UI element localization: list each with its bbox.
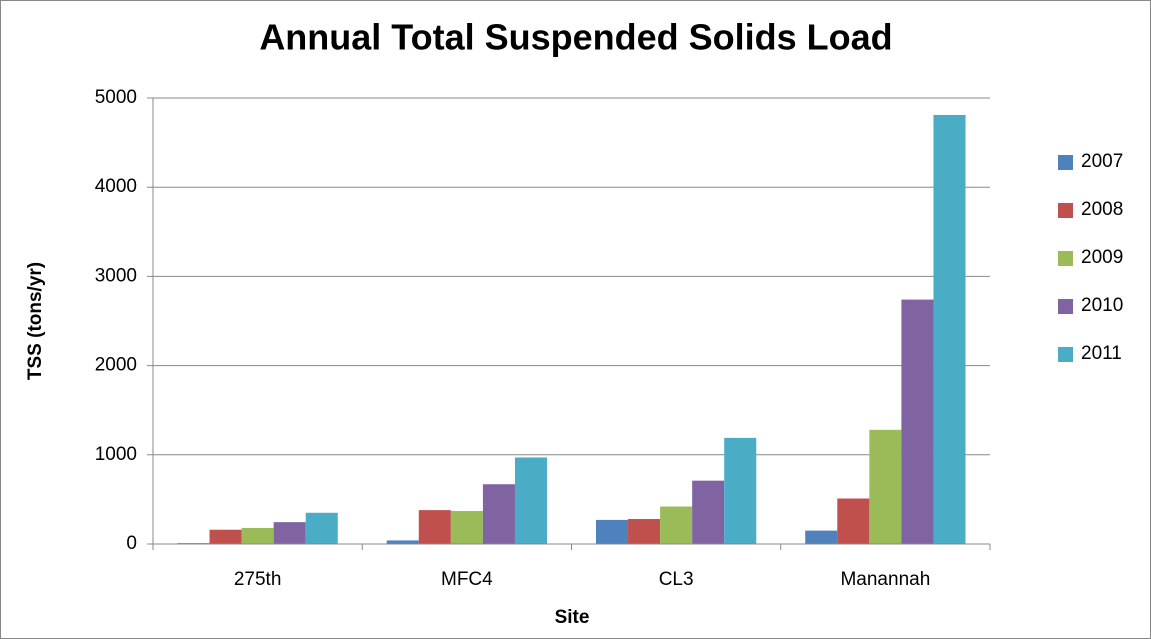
legend-label: 2011 <box>1081 343 1122 364</box>
bar <box>273 522 306 544</box>
legend-swatch <box>1058 203 1073 218</box>
x-axis-label: Site <box>555 607 590 628</box>
y-tick-label: 0 <box>126 533 137 554</box>
bar <box>933 114 966 544</box>
bar <box>628 519 661 544</box>
bar <box>482 484 515 544</box>
bar <box>869 429 902 544</box>
bar <box>241 527 274 544</box>
bar <box>450 510 483 544</box>
bar <box>692 480 725 544</box>
legend-label: 2010 <box>1081 295 1123 316</box>
bar <box>901 299 934 544</box>
chart-title: Annual Total Suspended Solids Load <box>259 17 892 58</box>
legend-label: 2008 <box>1081 199 1123 220</box>
x-tick-label: MFC4 <box>441 569 493 590</box>
legend-label: 2007 <box>1081 151 1123 172</box>
bar <box>595 519 629 544</box>
legend-swatch <box>1058 155 1073 170</box>
legend-swatch <box>1058 251 1073 266</box>
legend-label: 2009 <box>1081 247 1123 268</box>
bar <box>837 498 870 544</box>
legend-swatch <box>1058 347 1073 362</box>
bar <box>514 457 548 544</box>
y-tick-label: 5000 <box>95 87 137 108</box>
y-axis-label: TSS (tons/yr) <box>25 262 46 380</box>
bar <box>305 512 338 544</box>
bar <box>386 540 419 544</box>
bar <box>418 510 451 544</box>
bar <box>724 437 757 544</box>
bar <box>805 530 838 544</box>
y-tick-label: 1000 <box>95 444 137 465</box>
x-tick-label: CL3 <box>659 569 694 590</box>
bar <box>209 529 242 544</box>
y-tick-label: 3000 <box>95 265 137 286</box>
y-tick-label: 2000 <box>95 355 137 376</box>
x-tick-label: Manannah <box>840 569 930 590</box>
y-tick-label: 4000 <box>95 176 137 197</box>
legend-swatch <box>1058 299 1073 314</box>
x-tick-label: 275th <box>234 569 282 590</box>
bar <box>660 506 693 544</box>
